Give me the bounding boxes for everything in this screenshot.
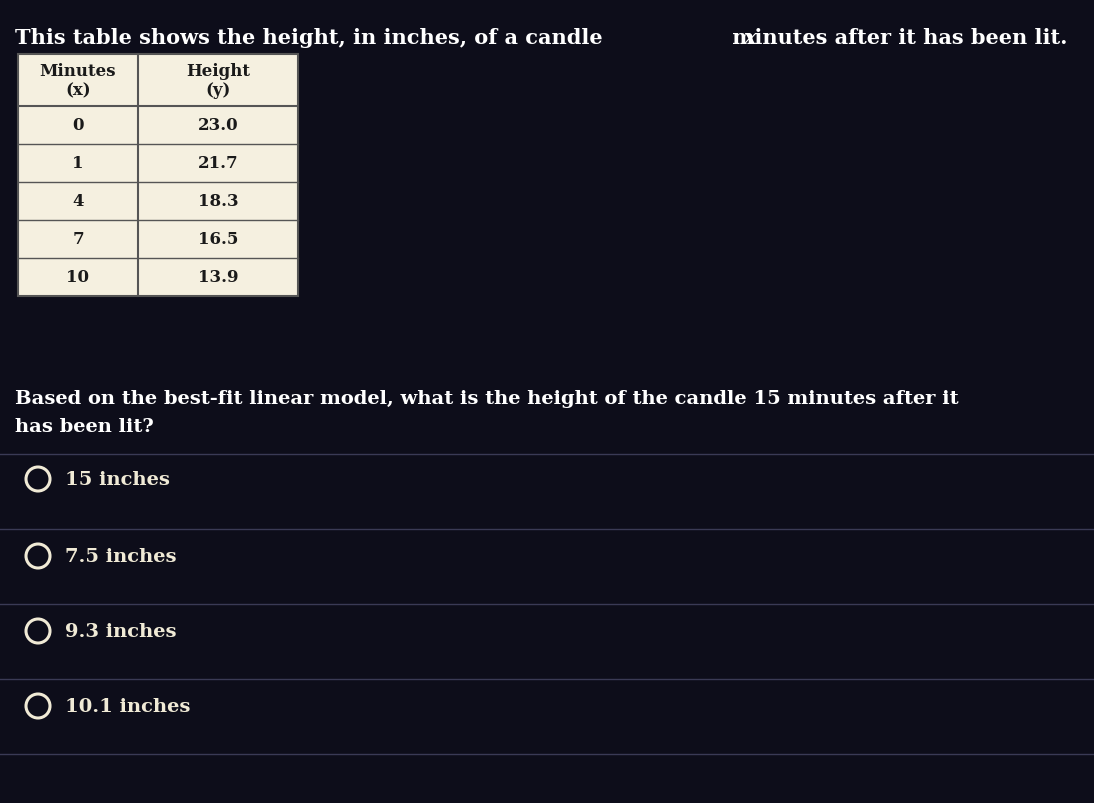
Text: Based on the best-fit linear model, what is the height of the candle 15 minutes : Based on the best-fit linear model, what… bbox=[15, 389, 958, 407]
Text: 7.5 inches: 7.5 inches bbox=[65, 548, 176, 565]
Text: 10: 10 bbox=[67, 269, 90, 286]
Text: 18.3: 18.3 bbox=[198, 194, 238, 210]
Bar bbox=[18, 55, 298, 296]
Text: 15 inches: 15 inches bbox=[65, 471, 170, 488]
Text: x: x bbox=[743, 28, 756, 48]
Text: minutes after it has been lit.: minutes after it has been lit. bbox=[725, 28, 1068, 48]
Text: 13.9: 13.9 bbox=[198, 269, 238, 286]
Text: 4: 4 bbox=[72, 194, 84, 210]
Text: Minutes
(x): Minutes (x) bbox=[39, 63, 116, 100]
Text: Height
(y): Height (y) bbox=[186, 63, 251, 100]
Text: 10.1 inches: 10.1 inches bbox=[65, 697, 190, 715]
Text: 1: 1 bbox=[72, 155, 84, 173]
Text: 21.7: 21.7 bbox=[198, 155, 238, 173]
Text: 7: 7 bbox=[72, 231, 84, 248]
Text: This table shows the height, in inches, of a candle: This table shows the height, in inches, … bbox=[15, 28, 609, 48]
Text: has been lit?: has been lit? bbox=[15, 418, 154, 435]
Text: 16.5: 16.5 bbox=[198, 231, 238, 248]
Text: 23.0: 23.0 bbox=[198, 117, 238, 134]
Text: 0: 0 bbox=[72, 117, 84, 134]
Text: 9.3 inches: 9.3 inches bbox=[65, 622, 176, 640]
